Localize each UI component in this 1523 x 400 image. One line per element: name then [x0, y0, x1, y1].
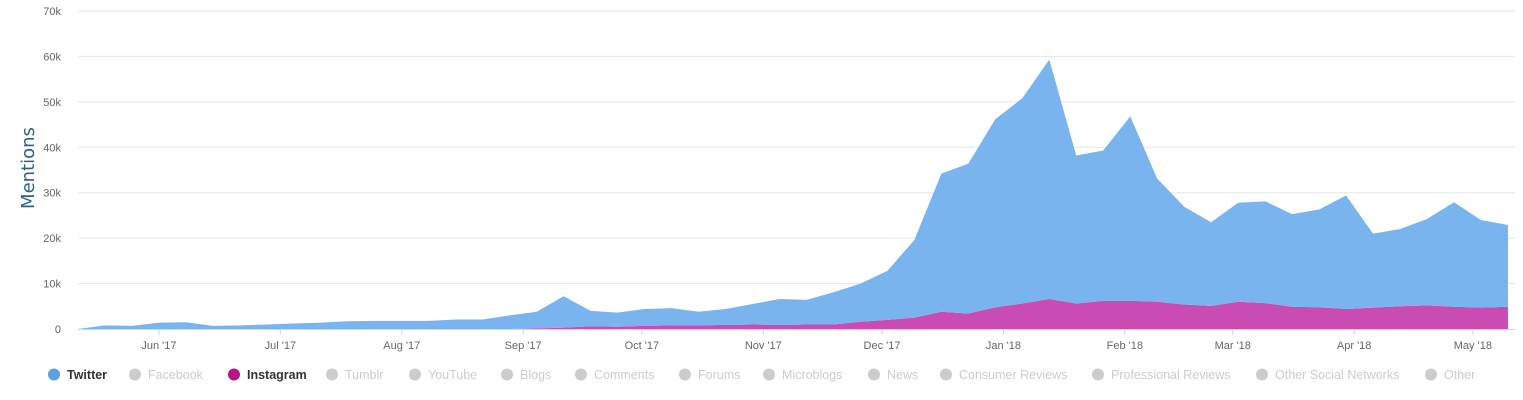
legend-marker: [501, 368, 513, 381]
legend-marker: [129, 368, 141, 381]
legend-marker: [1256, 368, 1268, 381]
legend-item-professional-reviews[interactable]: Professional Reviews: [1092, 368, 1231, 382]
legend-label: YouTube: [428, 368, 477, 382]
legend-label: Blogs: [520, 368, 551, 382]
y-tick-label: 50k: [43, 97, 61, 109]
legend-item-consumer-reviews[interactable]: Consumer Reviews: [940, 368, 1067, 382]
legend-item-other[interactable]: Other: [1425, 368, 1475, 382]
legend-item-microblogs[interactable]: Microblogs: [763, 368, 842, 382]
y-tick-label: 0: [55, 324, 61, 336]
y-tick-label: 40k: [43, 142, 61, 154]
legend-marker: [326, 368, 338, 381]
legend-label: Comments: [594, 368, 654, 382]
legend-marker: [763, 368, 775, 381]
legend-marker: [228, 368, 240, 381]
x-tick-label: Jan '18: [986, 340, 1021, 352]
legend-label: Microblogs: [782, 368, 842, 382]
legend-item-twitter[interactable]: Twitter: [48, 368, 107, 382]
legend-item-forums[interactable]: Forums: [679, 368, 740, 382]
legend-item-instagram[interactable]: Instagram: [228, 368, 307, 382]
x-tick-label: Nov '17: [745, 340, 782, 352]
grid-lines: [78, 10, 1515, 285]
legend-label: Professional Reviews: [1111, 368, 1231, 382]
legend-label: Other: [1444, 368, 1475, 382]
area-series: [78, 59, 1508, 330]
legend-marker: [1425, 368, 1437, 381]
legend-label: Forums: [698, 368, 740, 382]
x-tick-label: Apr '18: [1337, 340, 1372, 352]
legend-marker: [940, 368, 952, 381]
y-axis-label: Mentions: [18, 127, 39, 209]
y-tick-label: 20k: [43, 233, 61, 245]
legend-label: Tumblr: [345, 368, 383, 382]
x-tick-label: Jul '17: [265, 340, 296, 352]
y-tick-label: 30k: [43, 188, 61, 200]
x-tick-label: Mar '18: [1215, 340, 1251, 352]
y-tick-label: 70k: [43, 6, 61, 18]
legend-item-blogs[interactable]: Blogs: [501, 368, 551, 382]
x-axis-ticks: Jun '17 Jul '17 Aug '17 Sep '17 Oct '17 Nov '…: [141, 329, 1492, 352]
x-tick-label: Aug '17: [383, 340, 420, 352]
legend-item-comments[interactable]: Comments: [575, 368, 654, 382]
x-tick-label: Feb '18: [1107, 340, 1143, 352]
y-tick-label: 10k: [43, 279, 61, 291]
x-tick-label: Jun '17: [141, 340, 176, 352]
legend-label: Facebook: [148, 368, 204, 382]
legend-item-tumblr[interactable]: Tumblr: [326, 368, 383, 382]
x-tick-label: May '18: [1454, 340, 1492, 352]
legend-label: News: [887, 368, 918, 382]
y-tick-label: 60k: [43, 51, 61, 63]
x-tick-label: Sep '17: [505, 340, 542, 352]
x-tick-label: Oct '17: [625, 340, 660, 352]
area-twitter: [78, 59, 1508, 330]
legend-label: Other Social Networks: [1275, 368, 1399, 382]
legend-item-other-social-networks[interactable]: Other Social Networks: [1256, 368, 1399, 382]
legend-label: Instagram: [247, 368, 307, 382]
legend-marker: [1092, 368, 1104, 381]
legend-marker: [679, 368, 691, 381]
legend: Twitter Facebook Instagram Tumblr YouTube Blo…: [48, 368, 1475, 382]
area-instagram: [78, 299, 1508, 329]
legend-marker: [575, 368, 587, 381]
legend-marker: [48, 368, 60, 381]
legend-marker: [409, 368, 421, 381]
legend-label: Consumer Reviews: [959, 368, 1067, 382]
x-tick-label: Dec '17: [864, 340, 901, 352]
legend-marker: [868, 368, 880, 381]
legend-item-facebook[interactable]: Facebook: [129, 368, 204, 382]
legend-item-youtube[interactable]: YouTube: [409, 368, 477, 382]
y-axis-ticks: 0 10k 20k 30k 40k 50k 60k 70k: [43, 6, 61, 336]
legend-label: Twitter: [67, 368, 107, 382]
legend-item-news[interactable]: News: [868, 368, 918, 382]
